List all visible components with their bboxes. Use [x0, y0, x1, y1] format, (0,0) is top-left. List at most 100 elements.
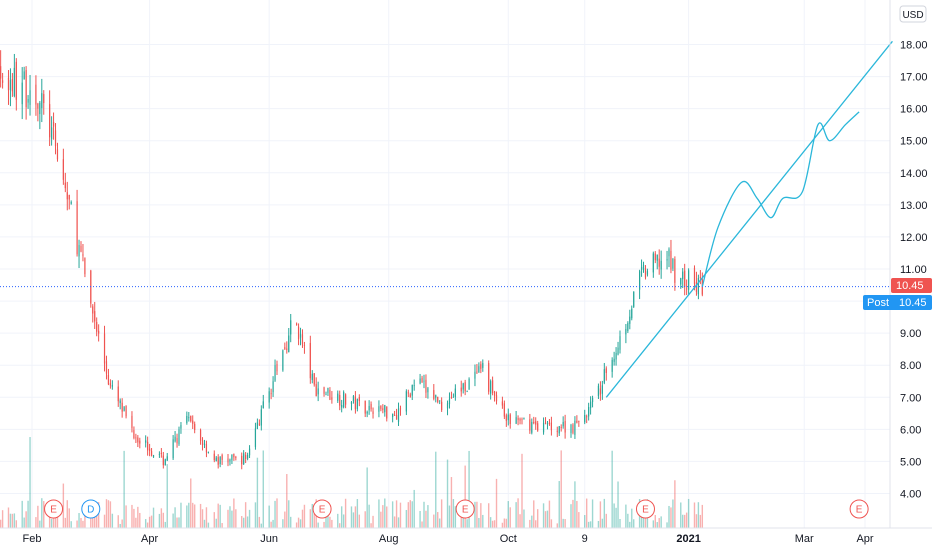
price-tick-label: 14.00	[900, 168, 928, 180]
volume-bar	[103, 514, 106, 528]
volume-bar	[556, 523, 558, 528]
projection-path[interactable]	[701, 111, 860, 287]
candle-body	[2, 80, 4, 83]
currency-button[interactable]: USD	[899, 5, 927, 23]
volume-bar	[421, 521, 423, 528]
candle-body	[421, 377, 423, 383]
volume-bar	[105, 499, 108, 528]
time-axis[interactable]: Feb Apr Jun Aug Oct 9 2021 Mar Apr	[23, 533, 874, 545]
candlestick-series[interactable]	[0, 25, 703, 470]
candle-body	[503, 403, 505, 417]
candle-body	[450, 396, 453, 399]
volume-bar	[454, 506, 457, 528]
volume-bar	[309, 509, 312, 528]
candle-body	[548, 422, 551, 425]
earnings-marker[interactable]: E	[635, 499, 655, 519]
volume-bar	[303, 504, 306, 528]
volume-bar	[15, 520, 18, 528]
volume-bar	[193, 504, 196, 528]
candle-body	[515, 417, 517, 424]
candle-body	[405, 391, 407, 412]
volume-bar	[682, 514, 684, 528]
volume-bar	[597, 520, 600, 528]
volume-bar	[248, 509, 251, 528]
volume-bar	[190, 478, 192, 528]
volume-bar	[674, 480, 676, 528]
candle-body	[248, 448, 251, 456]
volume-bar	[317, 522, 319, 528]
candle-body	[241, 455, 243, 465]
candle-body	[145, 440, 147, 443]
drawing-layer[interactable]	[0, 40, 893, 398]
volume-bar	[0, 519, 2, 528]
candle-body	[301, 334, 304, 345]
candle-body	[309, 342, 311, 379]
candle-body	[201, 440, 204, 446]
candle-body	[84, 258, 86, 275]
volume-bar	[340, 506, 343, 528]
volume-bar	[393, 516, 396, 528]
volume-bar	[419, 510, 421, 528]
volume-bar	[687, 498, 690, 528]
volume-bar	[409, 500, 411, 528]
volume-bar	[27, 500, 29, 528]
candle-body	[591, 397, 594, 403]
candle-body	[213, 453, 215, 461]
volume-bar	[241, 515, 243, 528]
candle-body	[605, 368, 607, 373]
post-market-value: 10.45	[899, 297, 927, 309]
volume-bar	[80, 518, 82, 528]
volume-bar	[258, 516, 261, 528]
event-marker-circle	[312, 499, 332, 519]
volume-bar	[70, 521, 72, 528]
price-tick-label: 5.00	[900, 456, 921, 468]
price-axis[interactable]: 4.005.006.007.008.009.0010.0011.0012.001…	[900, 40, 928, 501]
candle-body	[382, 408, 384, 410]
volume-bar	[78, 513, 80, 528]
volume-bar	[117, 515, 119, 528]
candle-body	[356, 398, 358, 410]
candle-body	[62, 159, 64, 180]
candle-body	[162, 455, 164, 466]
candle-body	[92, 306, 94, 314]
volume-bar	[123, 450, 125, 528]
volume-bar	[672, 499, 674, 528]
candle-body	[227, 458, 229, 463]
candle-body	[329, 390, 331, 400]
volume-bar	[670, 507, 672, 528]
candle-body	[586, 416, 588, 418]
candle-body	[517, 418, 519, 421]
volume-bar	[466, 519, 468, 528]
candle-body	[174, 436, 176, 442]
event-marker-label: D	[87, 505, 94, 516]
earnings-marker[interactable]: E	[849, 499, 869, 519]
volume-bar	[548, 500, 551, 528]
volume-bar	[423, 501, 425, 528]
earnings-marker[interactable]: E	[44, 499, 64, 519]
dividend-marker[interactable]: D	[81, 499, 101, 519]
volume-bar	[342, 514, 345, 528]
volume-bar	[633, 519, 635, 528]
candle-body	[625, 328, 627, 335]
candle-body	[533, 421, 535, 424]
volume-bar	[235, 509, 237, 528]
candle-body	[433, 390, 435, 399]
volume-bar	[411, 501, 413, 528]
volume-bar	[642, 515, 645, 528]
trend-line[interactable]	[605, 40, 893, 398]
volume-bar	[507, 501, 509, 528]
candle-body	[9, 80, 12, 91]
event-marker-label: E	[856, 505, 863, 516]
volume-bar	[350, 506, 353, 528]
candle-body	[205, 444, 208, 453]
volume-bar	[433, 514, 435, 528]
candle-body	[670, 250, 672, 270]
volume-bar	[652, 520, 655, 528]
earnings-marker[interactable]: E	[455, 499, 475, 519]
volume-bar	[680, 502, 682, 528]
earnings-marker[interactable]: E	[312, 499, 332, 519]
volume-bar	[495, 478, 498, 528]
candle-body	[574, 420, 576, 435]
